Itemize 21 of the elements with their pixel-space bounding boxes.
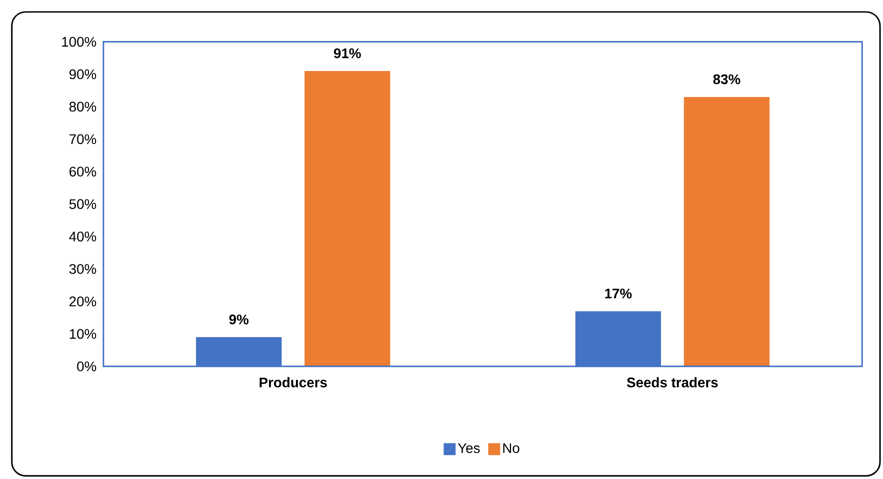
y-tick-label: 40% bbox=[69, 232, 96, 242]
y-tick-label: 100% bbox=[62, 36, 96, 47]
data-label: 91% bbox=[334, 48, 361, 58]
legend-label: No bbox=[503, 443, 520, 454]
legend-label: Yes bbox=[458, 443, 480, 454]
y-tick-label: 50% bbox=[69, 199, 96, 210]
x-tick-label: Seeds traders bbox=[626, 377, 718, 388]
data-label: 17% bbox=[605, 288, 632, 298]
bar bbox=[684, 97, 770, 366]
y-tick-label: 60% bbox=[70, 166, 96, 177]
y-tick-label: 30% bbox=[69, 264, 96, 274]
y-tick-label: 70% bbox=[70, 134, 96, 144]
y-tick-label: 10% bbox=[70, 329, 96, 339]
x-tick-label: Producers bbox=[260, 377, 327, 388]
y-tick-label: 0% bbox=[77, 362, 96, 372]
y-tick-label: 20% bbox=[70, 296, 96, 306]
bar bbox=[304, 71, 390, 366]
y-tick-label: 90% bbox=[69, 69, 96, 80]
data-label: 83% bbox=[713, 74, 740, 84]
y-tick-label: 80% bbox=[69, 102, 96, 112]
data-label: 9% bbox=[229, 314, 248, 324]
